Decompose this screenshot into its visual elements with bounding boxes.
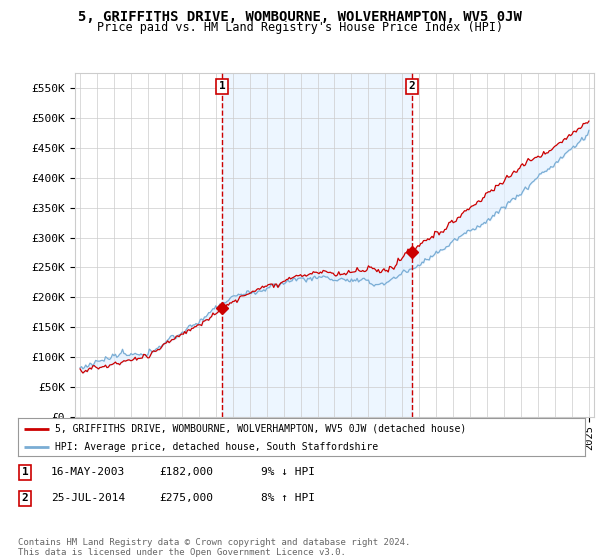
Text: 1: 1 xyxy=(22,467,29,477)
Text: 9% ↓ HPI: 9% ↓ HPI xyxy=(261,467,315,477)
Text: 2: 2 xyxy=(409,81,415,91)
Text: 5, GRIFFITHS DRIVE, WOMBOURNE, WOLVERHAMPTON, WV5 0JW: 5, GRIFFITHS DRIVE, WOMBOURNE, WOLVERHAM… xyxy=(78,10,522,24)
Text: 16-MAY-2003: 16-MAY-2003 xyxy=(51,467,125,477)
Bar xyxy=(222,73,412,417)
Text: HPI: Average price, detached house, South Staffordshire: HPI: Average price, detached house, Sout… xyxy=(55,442,378,452)
Text: Contains HM Land Registry data © Crown copyright and database right 2024.
This d: Contains HM Land Registry data © Crown c… xyxy=(18,538,410,557)
Text: 1: 1 xyxy=(218,81,226,91)
Text: 8% ↑ HPI: 8% ↑ HPI xyxy=(261,493,315,503)
Text: 25-JUL-2014: 25-JUL-2014 xyxy=(51,493,125,503)
Text: 5, GRIFFITHS DRIVE, WOMBOURNE, WOLVERHAMPTON, WV5 0JW (detached house): 5, GRIFFITHS DRIVE, WOMBOURNE, WOLVERHAM… xyxy=(55,423,466,433)
Text: £182,000: £182,000 xyxy=(159,467,213,477)
Text: 2: 2 xyxy=(22,493,29,503)
Text: £275,000: £275,000 xyxy=(159,493,213,503)
Text: Price paid vs. HM Land Registry's House Price Index (HPI): Price paid vs. HM Land Registry's House … xyxy=(97,21,503,34)
